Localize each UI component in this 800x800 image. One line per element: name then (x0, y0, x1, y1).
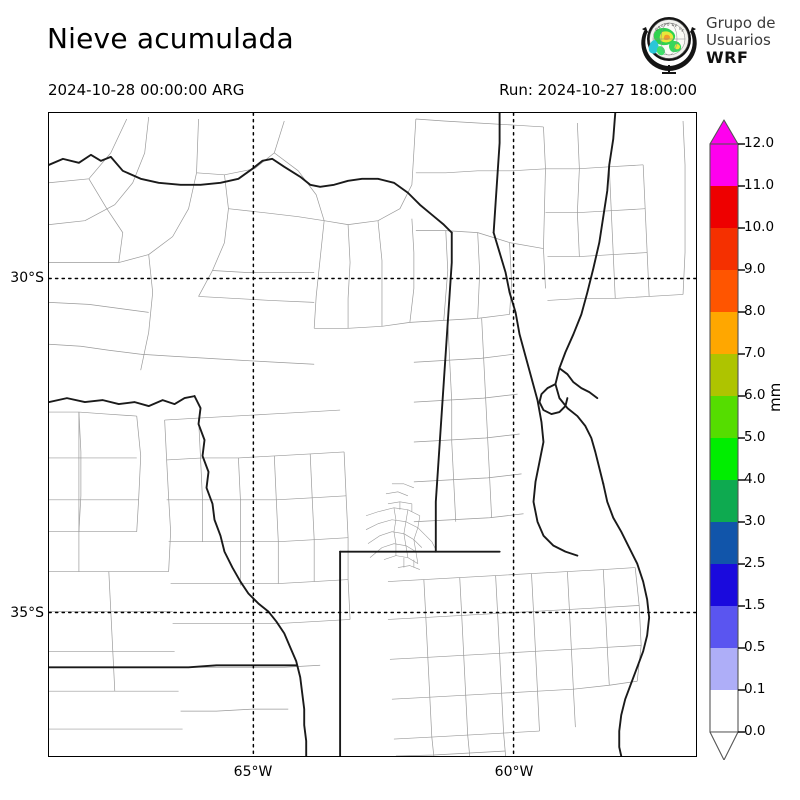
wrf-globe-emblem-icon: GRUPO DE USUARIOS WRF (636, 10, 700, 75)
logo-line-2: Usuarios (706, 31, 771, 49)
graticule (49, 113, 696, 756)
logo-block: GRUPO DE USUARIOS WRF Grupo de Usuarios … (636, 10, 798, 75)
logo-text: Grupo de Usuarios WRF (706, 14, 776, 67)
colorbar-under-arrow (709, 731, 739, 760)
colorbar-tick-1p5: 1.5 (744, 597, 766, 613)
lon-tick-label-65W: 65°W (233, 764, 273, 780)
colorbar-tick-0p1: 0.1 (744, 681, 766, 697)
colorbar-tick-0p5: 0.5 (744, 639, 766, 655)
colorbar-tick-3: 3.0 (744, 513, 766, 529)
map-frame[interactable] (48, 112, 697, 757)
page-title: Nieve acumulada (47, 22, 294, 55)
colorbar-over-arrow (709, 119, 739, 145)
colorbar-bands (710, 144, 738, 732)
colorbar-swatches (709, 119, 745, 760)
colorbar-tick-9: 9.0 (744, 261, 766, 277)
colorbar-tick-2p5: 2.5 (744, 555, 766, 571)
logo-line-3: WRF (706, 48, 749, 67)
colorbar-tick-10: 10.0 (744, 219, 775, 235)
lat-tick-label-30S: 30°S (10, 270, 44, 286)
colorbar-tick-7: 7.0 (744, 345, 766, 361)
logo-line-1: Grupo de (706, 14, 776, 32)
colorbar-tick-8: 8.0 (744, 303, 766, 319)
map-canvas (49, 113, 696, 756)
province-boundaries (49, 113, 651, 756)
colorbar-tick-4: 4.0 (744, 471, 766, 487)
colorbar-tick-6: 6.0 (744, 387, 766, 403)
colorbar-ticks (738, 143, 745, 733)
colorbar-unit-label: mm (766, 382, 784, 412)
colorbar-tick-12: 12.0 (744, 135, 775, 151)
colorbar-tick-5: 5.0 (744, 429, 766, 445)
valid-time-label: 2024-10-28 00:00:00 ARG (48, 81, 245, 99)
department-boundaries (49, 116, 686, 756)
lat-tick-label-35S: 35°S (10, 605, 44, 621)
colorbar-tick-11: 11.0 (744, 177, 775, 193)
colorbar-tick-0: 0.0 (744, 723, 766, 739)
colorbar[interactable]: 12.0 11.0 10.0 9.0 8.0 7.0 6.0 5.0 4.0 3… (706, 112, 798, 760)
run-time-label: Run: 2024-10-27 18:00:00 (499, 81, 697, 99)
lon-tick-label-60W: 60°W (494, 764, 534, 780)
